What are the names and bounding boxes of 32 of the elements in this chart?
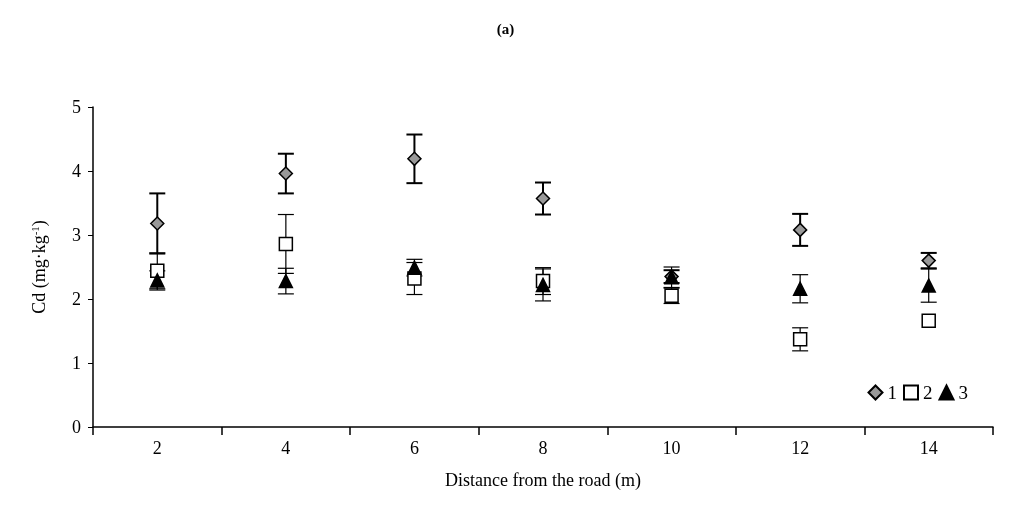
point — [150, 263, 165, 279]
x-tick-label: 6 — [409, 438, 419, 458]
point — [150, 216, 165, 231]
x-tick-label: 10 — [662, 438, 681, 458]
point — [535, 191, 551, 206]
point — [278, 273, 294, 289]
x-tick-label: 8 — [538, 438, 548, 458]
legend-label: 3 — [958, 382, 968, 403]
x-axis-title: Distance from the road (m) — [445, 470, 641, 491]
point — [921, 313, 936, 329]
y-axis-title: Cd (mg·kg-1) — [28, 220, 50, 314]
y-tick-label: 2 — [72, 289, 81, 309]
legend-label: 2 — [923, 382, 933, 403]
y-tick-label: 0 — [72, 417, 81, 437]
legend-label: 1 — [887, 382, 897, 403]
x-tick-label: 14 — [919, 438, 938, 458]
point — [921, 278, 936, 293]
chart-title: (a) — [496, 20, 515, 38]
point — [792, 281, 808, 297]
point — [407, 151, 422, 167]
point — [278, 236, 294, 252]
point — [535, 277, 551, 293]
point — [792, 332, 808, 347]
point — [792, 222, 808, 238]
y-tick-label: 1 — [72, 353, 81, 373]
x-tick-label: 12 — [791, 438, 810, 458]
y-tick-label: 4 — [72, 161, 81, 181]
y-tick-label: 5 — [72, 97, 81, 117]
x-tick-label: 2 — [152, 438, 162, 458]
y-tick-label: 3 — [72, 225, 81, 245]
point — [278, 166, 294, 181]
x-tick-label: 4 — [281, 438, 291, 458]
